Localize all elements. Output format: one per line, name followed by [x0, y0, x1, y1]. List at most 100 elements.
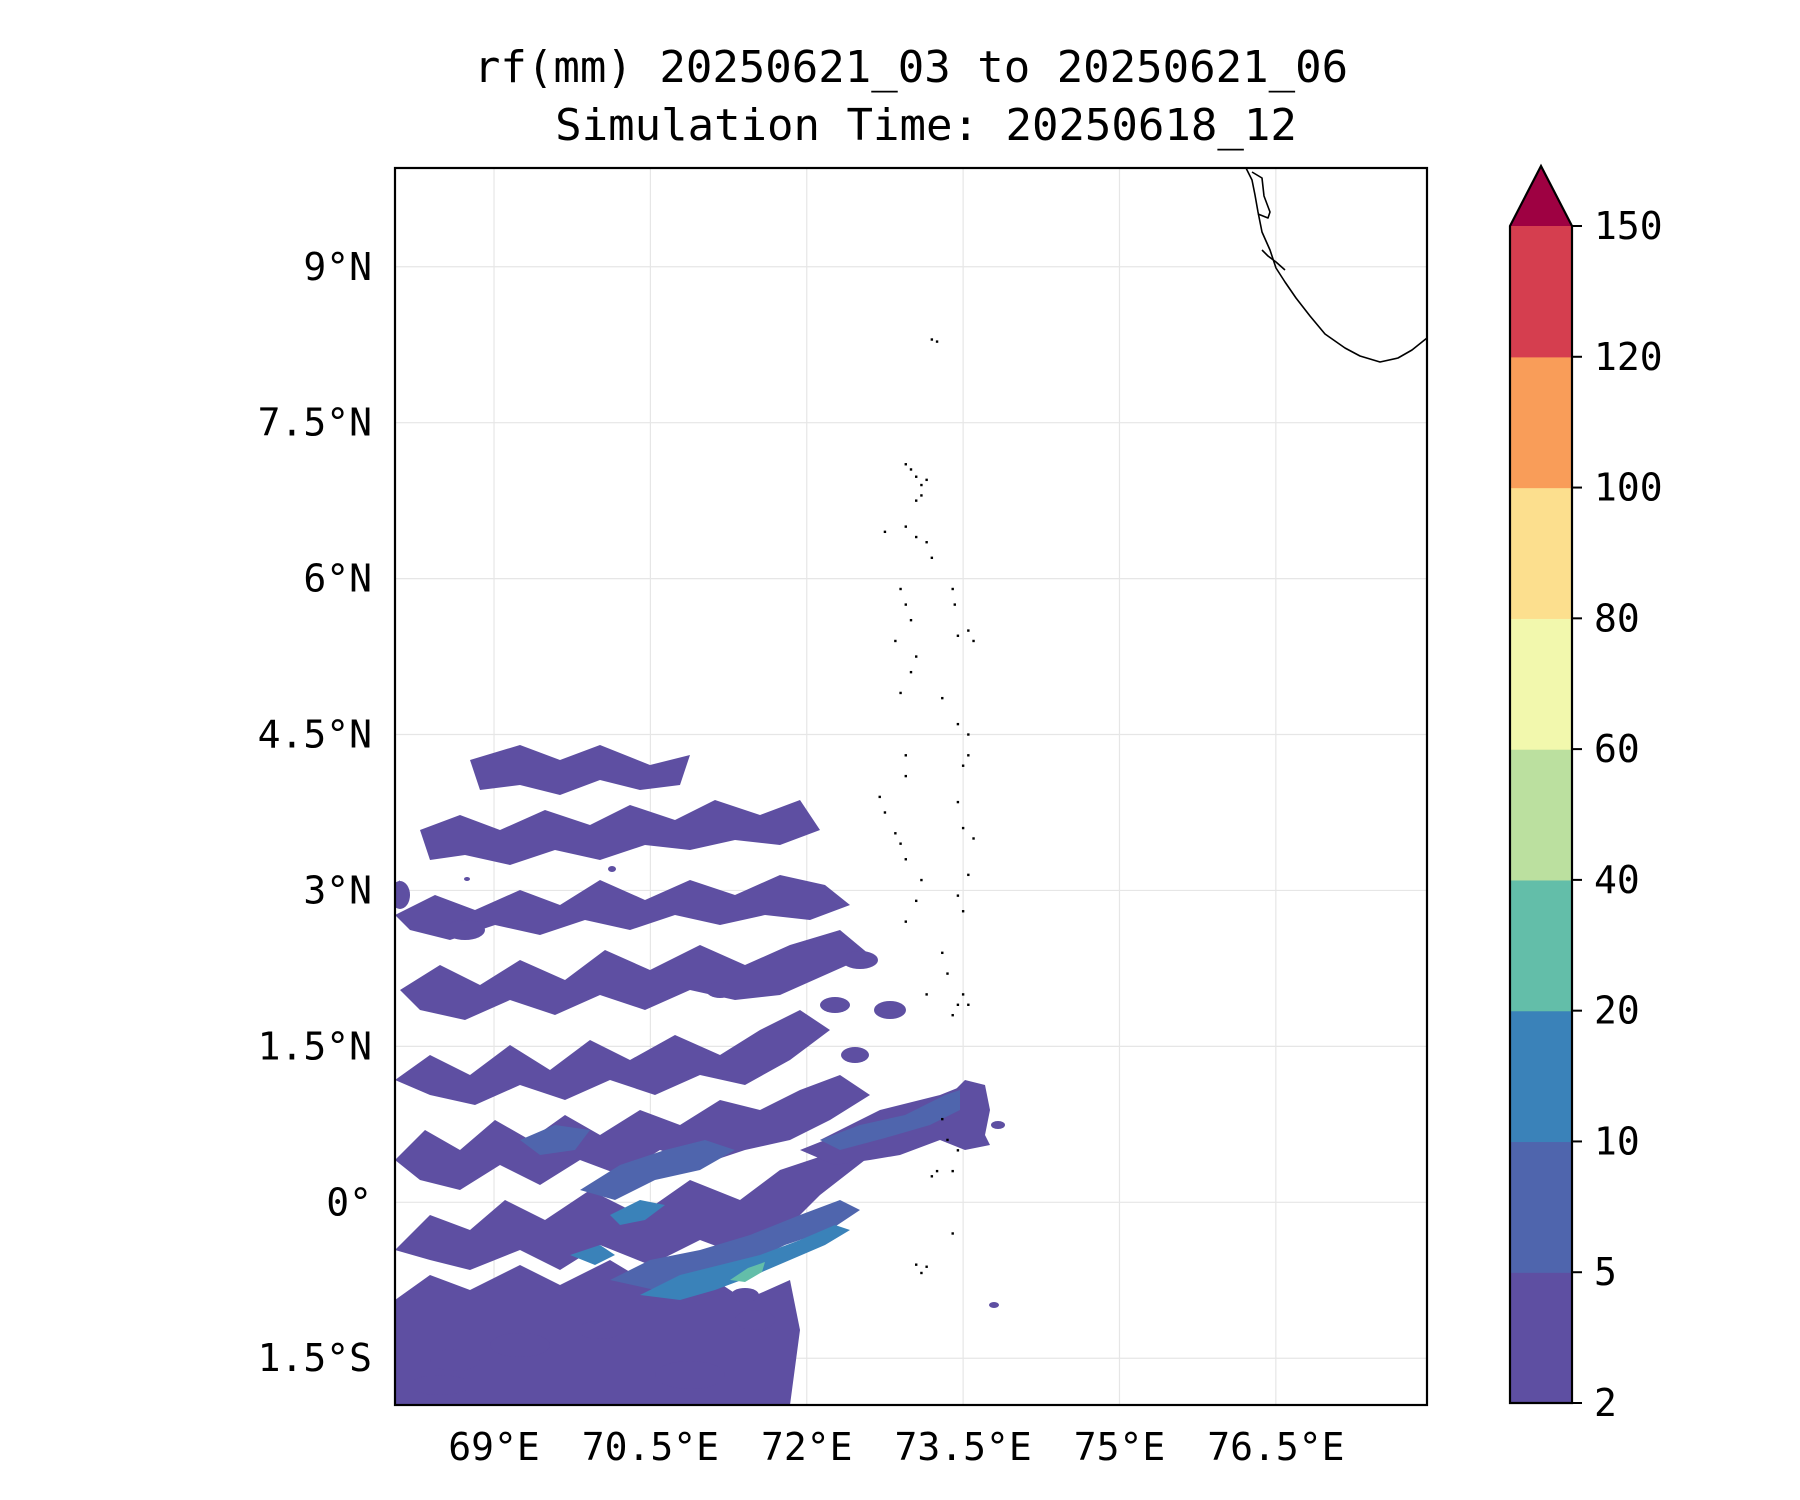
- colorbar-tick-label: 10: [1594, 1119, 1640, 1163]
- colorbar-tick-label: 150: [1594, 204, 1663, 248]
- colorbar-segment: [1510, 618, 1572, 750]
- islet: [925, 1265, 928, 1268]
- y-tick-label: 6°N: [303, 557, 372, 601]
- maldives-lakshadweep-islets: [878, 338, 975, 1275]
- chart-subtitle: Simulation Time: 20250618_12: [555, 100, 1297, 151]
- islet: [953, 603, 956, 606]
- india-coastline: [1245, 168, 1427, 363]
- x-tick-label: 75°E: [1074, 1425, 1166, 1469]
- islet: [894, 639, 897, 643]
- colorbar-segment: [1510, 487, 1572, 619]
- islet: [915, 655, 918, 658]
- colorbar-segment: [1510, 226, 1572, 358]
- y-tick-label: 4.5°N: [258, 713, 372, 757]
- islet: [972, 837, 975, 840]
- islet: [920, 1271, 923, 1275]
- islet: [961, 910, 965, 913]
- islet: [941, 1117, 944, 1121]
- colorbar-tick-label: 20: [1594, 989, 1640, 1033]
- x-tick-label: 73.5°E: [894, 1425, 1031, 1469]
- islet: [972, 639, 975, 643]
- islet: [956, 1003, 960, 1006]
- islet: [883, 530, 887, 534]
- islet: [904, 525, 907, 528]
- rain-band-5-10: [520, 1090, 960, 1290]
- colorbar-segment: [1510, 749, 1572, 881]
- islet: [946, 972, 949, 975]
- y-axis-ticks: 9°N 7.5°N 6°N 4.5°N 3°N 1.5°N 0° 1.5°S: [258, 245, 372, 1380]
- islet: [878, 795, 881, 799]
- islet: [920, 483, 923, 487]
- islet: [909, 670, 913, 674]
- islet: [915, 475, 918, 478]
- rainfall-field: [395, 745, 1005, 1405]
- coastlines: [1245, 168, 1427, 363]
- islet: [967, 733, 970, 736]
- colorbar-segment: [1510, 1010, 1572, 1143]
- islet: [956, 634, 960, 637]
- islet: [904, 603, 907, 606]
- islet: [951, 1169, 954, 1173]
- islet: [899, 587, 902, 591]
- map-frame: [393, 166, 1429, 1407]
- islet: [894, 832, 897, 835]
- islet: [961, 993, 965, 996]
- islet: [904, 858, 907, 861]
- colorbar-segment: [1510, 1141, 1572, 1273]
- india-coast-detail: [1251, 171, 1286, 271]
- islet: [930, 338, 934, 341]
- colorbar-extend-arrow: [1510, 166, 1572, 226]
- islet: [915, 899, 918, 903]
- rain-band-20-40: [730, 1262, 765, 1282]
- islet: [899, 691, 902, 695]
- islet: [920, 494, 923, 497]
- islet: [967, 873, 970, 877]
- islet: [951, 587, 954, 591]
- islet: [961, 826, 965, 830]
- islet: [920, 878, 923, 882]
- islet: [941, 696, 944, 700]
- x-tick-label: 76.5°E: [1207, 1425, 1344, 1469]
- islet: [904, 754, 907, 757]
- chart-title: rf(mm) 20250621_03 to 20250621_06: [474, 42, 1348, 93]
- colorbar-tick-label: 100: [1594, 466, 1663, 510]
- islet: [956, 894, 960, 897]
- x-tick-label: 70.5°E: [582, 1425, 719, 1469]
- rain-band-10-20: [570, 1200, 850, 1300]
- islet: [956, 800, 960, 804]
- colorbar-tick-label: 80: [1594, 596, 1640, 640]
- y-tick-label: 1.5°N: [258, 1024, 372, 1068]
- islet: [915, 1263, 918, 1266]
- islet: [904, 774, 907, 778]
- colorbar-tick-label: 120: [1594, 335, 1663, 379]
- colorbar-segment: [1510, 356, 1572, 489]
- islet: [967, 754, 970, 757]
- islet: [951, 1013, 954, 1017]
- x-axis-ticks: 69°E 70.5°E 72°E 73.5°E 75°E 76.5°E: [448, 1425, 1344, 1469]
- islet: [961, 764, 965, 767]
- islet: [956, 1149, 960, 1152]
- islet: [883, 811, 887, 814]
- islet: [967, 1003, 970, 1006]
- islet: [951, 1232, 954, 1235]
- colorbar-tick-label: 5: [1594, 1250, 1617, 1294]
- islet: [904, 920, 907, 923]
- colorbar: 2 5 10 20 40 60 80 100 120 150: [1508, 163, 1663, 1425]
- islet: [909, 468, 913, 471]
- islet: [935, 340, 939, 343]
- islet: [935, 1169, 939, 1173]
- y-tick-label: 1.5°S: [258, 1336, 372, 1380]
- colorbar-outline: [1508, 163, 1574, 1405]
- y-tick-label: 3°N: [303, 868, 372, 912]
- islet: [915, 499, 918, 502]
- x-tick-label: 72°E: [761, 1425, 853, 1469]
- y-tick-label: 0°: [326, 1180, 372, 1224]
- colorbar-tick-label: 2: [1594, 1381, 1617, 1425]
- colorbar-tick-label: 60: [1594, 727, 1640, 771]
- map-area: [393, 166, 1429, 1407]
- y-tick-label: 9°N: [303, 245, 372, 289]
- islet: [925, 478, 928, 482]
- gridlines: [395, 168, 1427, 1405]
- x-tick-label: 69°E: [448, 1425, 540, 1469]
